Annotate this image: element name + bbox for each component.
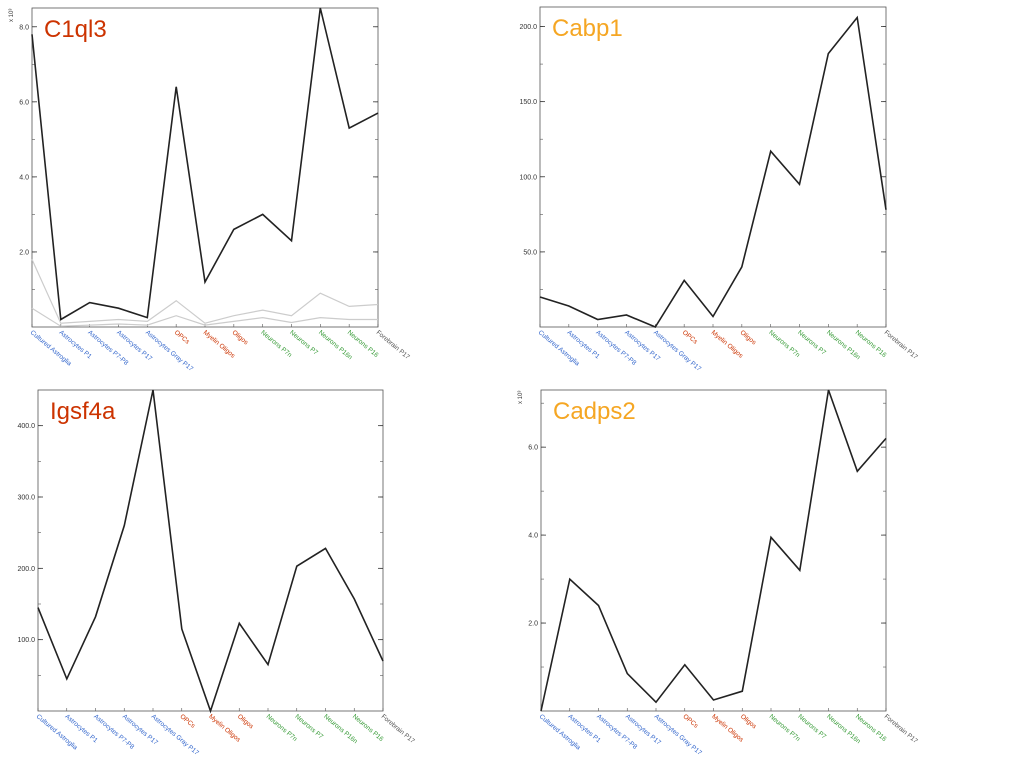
x-category-label: OPCs (681, 329, 699, 346)
x-category-label: Oligos (231, 329, 250, 347)
x-category-label: Oligos (236, 713, 255, 731)
series-line-0 (31, 7, 379, 321)
x-category-label: OPCs (178, 713, 196, 730)
chart-title: C1ql3 (44, 16, 107, 43)
x-category-label: OPCs (681, 713, 699, 730)
y-tick-label: 50.0 (523, 249, 537, 256)
series-line-0 (540, 389, 887, 712)
x-category-label: Forebrain P17 (375, 329, 411, 361)
plot-frame (540, 389, 887, 712)
series-line-0 (539, 15, 887, 329)
y-tick-label: 100.0 (519, 174, 537, 181)
series-line-1 (31, 259, 379, 324)
y-multiplier-label: x 10³ (9, 9, 15, 22)
y-tick-label: 6.0 (19, 99, 29, 106)
y-tick-label: 2.0 (528, 621, 538, 628)
x-category-label: OPCs (173, 329, 191, 346)
y-tick-label: 4.0 (19, 174, 29, 181)
x-category-label: Astrocytes Gray P17 (144, 329, 194, 373)
y-tick-label: 8.0 (19, 24, 29, 31)
plot-frame (539, 6, 887, 328)
y-tick-label: 4.0 (528, 533, 538, 540)
y-multiplier-label: x 10³ (518, 391, 524, 404)
y-tick-label: 400.0 (17, 423, 35, 430)
x-category-label: Oligos (739, 329, 758, 347)
plot-frame (37, 389, 384, 712)
x-category-label: Forebrain P17 (883, 329, 919, 361)
y-tick-label: 150.0 (519, 99, 537, 106)
y-tick-label: 300.0 (17, 495, 35, 502)
y-tick-label: 200.0 (519, 24, 537, 31)
y-tick-label: 2.0 (19, 249, 29, 256)
series-line-0 (37, 389, 384, 714)
chart-title: Cadps2 (553, 398, 636, 425)
x-category-label: Astrocytes Gray P17 (150, 713, 200, 757)
y-tick-label: 6.0 (528, 445, 538, 452)
x-category-label: Forebrain P17 (380, 713, 416, 745)
x-category-label: Oligos (739, 713, 758, 731)
chart-title: Cabp1 (552, 15, 623, 42)
y-tick-label: 100.0 (17, 637, 35, 644)
x-category-label: Astrocytes Gray P17 (652, 329, 702, 373)
x-category-label: Forebrain P17 (883, 713, 919, 745)
x-category-label: Astrocytes Gray P17 (653, 713, 703, 757)
y-tick-label: 200.0 (17, 566, 35, 573)
chart-title: Igsf4a (50, 398, 116, 425)
series-line-2 (31, 307, 378, 327)
